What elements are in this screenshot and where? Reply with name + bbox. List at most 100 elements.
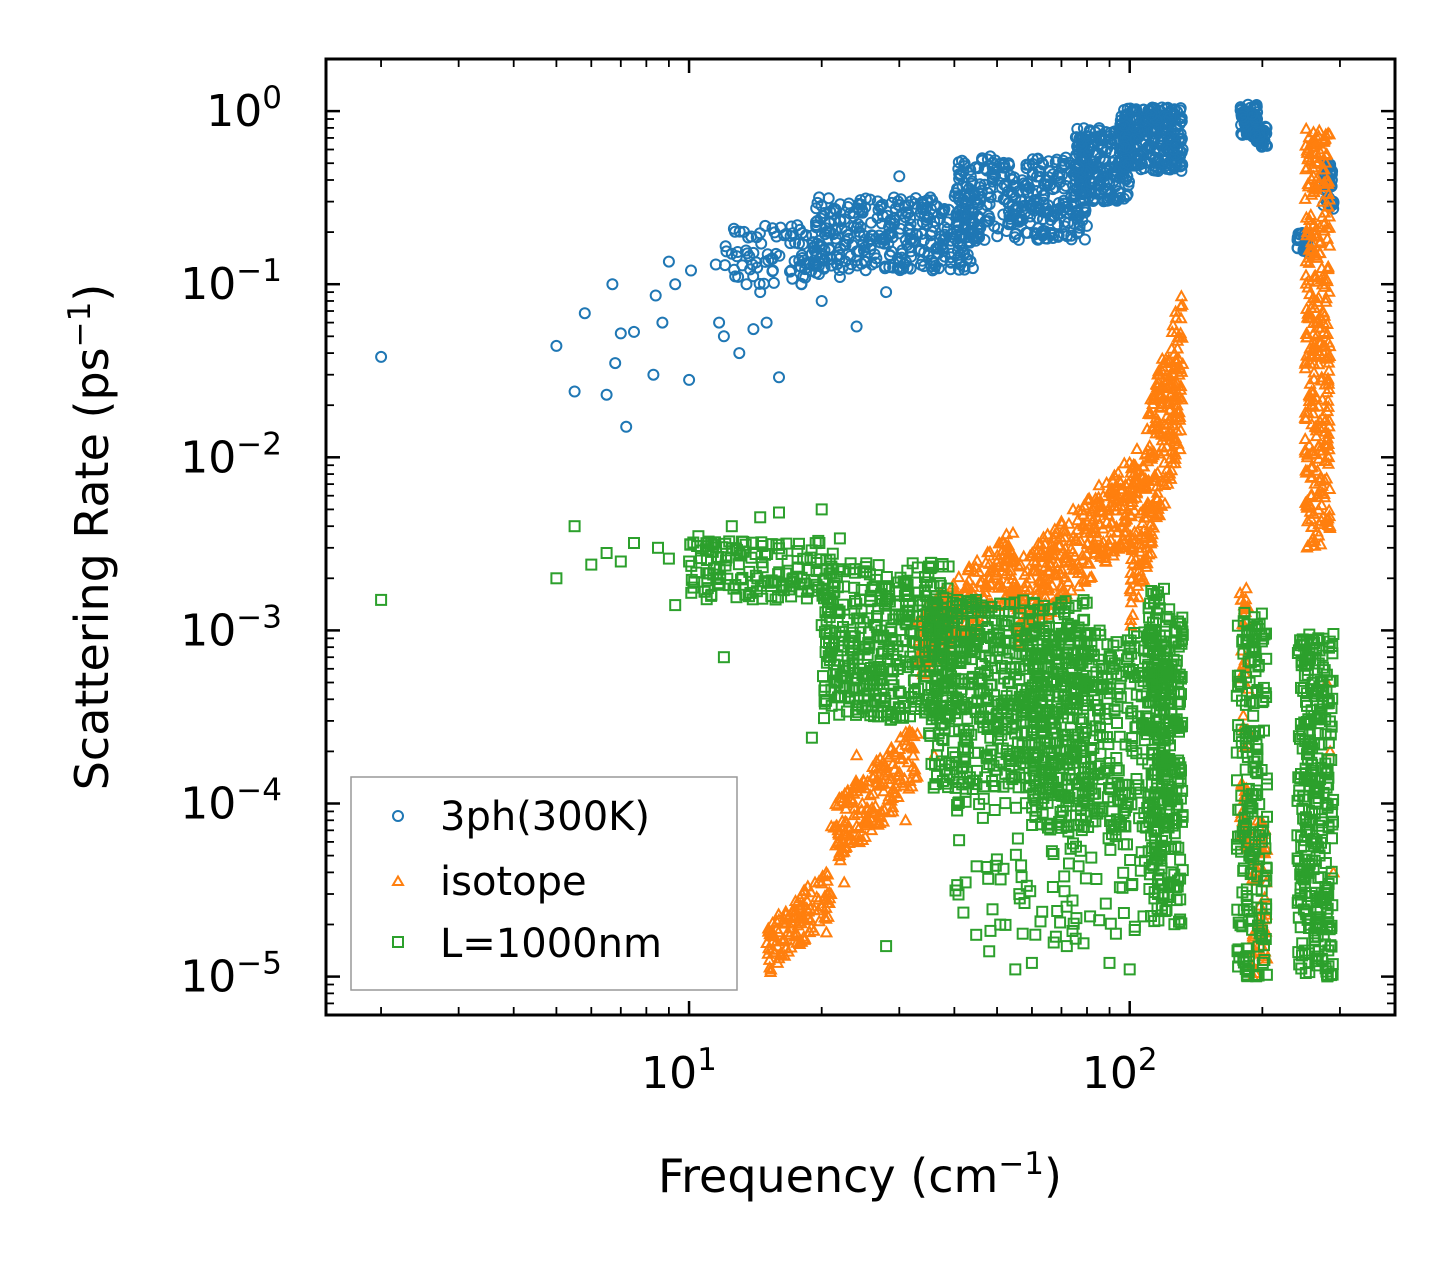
data-point [743,250,756,263]
data-point [863,788,877,801]
data-point [1151,375,1166,388]
data-point [684,538,697,551]
data-point [1041,796,1054,809]
data-point [1115,110,1128,123]
data-point [1307,245,1322,258]
data-point [1159,470,1173,483]
data-point [845,791,859,804]
data-point [770,955,785,968]
data-point [972,221,985,234]
data-point [990,763,1003,776]
data-point [606,278,619,291]
data-point [850,597,863,610]
data-point [1316,443,1330,456]
data-point [1068,548,1082,561]
data-point [856,669,869,681]
data-point [1136,459,1150,472]
data-point [1070,149,1083,161]
data-point [1079,766,1092,779]
data-point [837,827,852,840]
data-point [996,742,1009,755]
data-point [1096,165,1109,178]
data-point [701,582,714,595]
data-point [990,853,1003,866]
data-point [1006,525,1020,538]
data-point [1012,233,1025,246]
data-point [834,242,847,255]
data-point [723,535,736,548]
data-point [763,964,778,977]
data-point [1072,579,1086,592]
data-point [1322,192,1336,205]
data-point [1078,574,1092,587]
data-point [1101,507,1115,520]
data-point [1071,513,1085,526]
data-point [874,777,888,790]
data-point [798,883,812,896]
data-point [1122,179,1135,192]
data-point [1096,521,1110,534]
data-point [824,819,838,832]
data-point [870,663,883,676]
data-point [773,371,785,384]
data-point [859,561,872,574]
data-point [974,687,987,700]
data-point [904,195,917,208]
data-point [1310,463,1325,476]
data-point [855,198,867,211]
data-point [927,580,940,593]
data-point [1089,158,1102,171]
data-point [1046,183,1059,196]
data-point [1106,828,1118,841]
data-point [873,665,886,678]
data-point [833,853,848,866]
data-point [847,808,861,821]
data-point [1066,663,1079,676]
data-point [1000,716,1013,728]
data-point [1062,516,1076,529]
data-point [1145,504,1159,517]
data-point [893,730,908,743]
data-point [786,272,799,285]
data-point [808,875,822,888]
data-point [886,665,899,678]
data-point [818,684,831,697]
data-point [709,258,722,271]
data-point [772,912,786,925]
data-point [1032,201,1045,214]
data-point [836,625,849,638]
data-point [1145,108,1158,121]
data-point [1075,548,1090,561]
data-point [1124,595,1138,608]
data-point [719,240,732,253]
data-point [1149,473,1163,486]
data-point [1175,330,1189,343]
data-point [568,385,581,398]
data-point [1104,678,1117,691]
data-point [1007,553,1021,566]
data-point [1301,177,1315,190]
data-point [1300,514,1315,527]
data-point [953,256,966,269]
data-point [918,246,931,259]
data-point [1092,704,1104,717]
data-point [1300,326,1314,339]
data-point [791,561,804,574]
data-point [1162,379,1176,392]
data-point [1053,171,1066,184]
data-point [1322,174,1336,187]
data-point [861,802,875,815]
data-point [1123,498,1138,511]
data-point [986,175,999,188]
data-point [962,191,975,204]
data-point [848,666,861,679]
data-point [1035,227,1047,240]
data-point [979,650,992,663]
data-point [1056,523,1070,536]
data-point [887,679,900,692]
data-point [1102,536,1116,549]
data-point [1307,300,1322,313]
data-point [957,755,970,768]
data-point [1143,623,1156,636]
data-point [818,625,831,638]
